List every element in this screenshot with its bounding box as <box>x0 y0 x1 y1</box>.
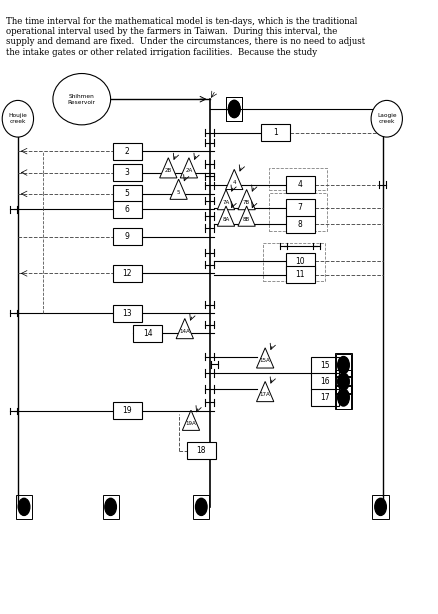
FancyBboxPatch shape <box>286 266 314 283</box>
Polygon shape <box>257 348 274 368</box>
Text: 8A: 8A <box>223 217 230 222</box>
FancyBboxPatch shape <box>311 389 339 406</box>
Text: 11: 11 <box>296 270 305 279</box>
Polygon shape <box>176 319 194 339</box>
Text: 7A: 7A <box>223 200 230 205</box>
FancyBboxPatch shape <box>113 305 141 322</box>
FancyBboxPatch shape <box>286 216 314 233</box>
Circle shape <box>375 499 386 515</box>
Text: 14A: 14A <box>180 329 190 334</box>
Circle shape <box>338 374 349 389</box>
Text: 17A: 17A <box>260 392 271 397</box>
Text: 12: 12 <box>122 269 132 278</box>
Text: Houjie
creek: Houjie creek <box>8 114 27 124</box>
Text: 8: 8 <box>298 220 303 229</box>
Text: 2A: 2A <box>185 168 193 173</box>
Circle shape <box>229 101 240 117</box>
FancyBboxPatch shape <box>311 373 339 390</box>
Text: 2B: 2B <box>165 168 172 173</box>
Circle shape <box>338 357 349 373</box>
Polygon shape <box>238 190 255 210</box>
FancyBboxPatch shape <box>286 252 314 270</box>
FancyBboxPatch shape <box>133 325 162 342</box>
Text: 5: 5 <box>125 190 130 198</box>
Text: 19: 19 <box>122 406 132 416</box>
Circle shape <box>105 499 117 515</box>
Text: 18: 18 <box>197 446 206 455</box>
Circle shape <box>18 499 30 515</box>
Text: 15: 15 <box>320 360 330 370</box>
Text: 10: 10 <box>295 257 305 266</box>
FancyBboxPatch shape <box>113 164 141 181</box>
Text: The time interval for the mathematical model is ten-days, which is the tradition: The time interval for the mathematical m… <box>6 17 365 57</box>
Text: 5: 5 <box>177 190 180 195</box>
Polygon shape <box>217 206 235 226</box>
Text: 9: 9 <box>125 232 130 241</box>
Text: 4: 4 <box>298 181 303 189</box>
Text: Laogie
creek: Laogie creek <box>377 114 396 124</box>
FancyBboxPatch shape <box>311 357 339 374</box>
Ellipse shape <box>371 101 403 137</box>
FancyBboxPatch shape <box>113 228 141 245</box>
Text: 4: 4 <box>233 180 236 185</box>
Text: 7B: 7B <box>243 200 250 205</box>
FancyBboxPatch shape <box>187 442 215 459</box>
Circle shape <box>338 389 349 405</box>
Text: Shihmen
Reservoir: Shihmen Reservoir <box>68 94 96 104</box>
FancyBboxPatch shape <box>261 124 290 141</box>
FancyBboxPatch shape <box>286 200 314 217</box>
FancyBboxPatch shape <box>286 176 314 193</box>
Text: 2: 2 <box>125 147 130 155</box>
Circle shape <box>195 499 207 515</box>
Polygon shape <box>257 381 274 402</box>
Circle shape <box>229 101 240 117</box>
Polygon shape <box>160 158 177 178</box>
Polygon shape <box>180 158 198 178</box>
Text: 13: 13 <box>122 309 132 317</box>
Text: 14: 14 <box>143 328 152 338</box>
Polygon shape <box>170 179 187 200</box>
Text: 1: 1 <box>273 128 278 138</box>
Text: 3: 3 <box>125 168 130 177</box>
Text: 6: 6 <box>125 204 130 214</box>
Circle shape <box>338 373 349 390</box>
Text: 15A: 15A <box>260 359 271 363</box>
Text: 7: 7 <box>298 203 303 212</box>
Polygon shape <box>238 206 255 226</box>
FancyBboxPatch shape <box>113 402 141 419</box>
Ellipse shape <box>2 101 34 137</box>
Polygon shape <box>226 169 243 190</box>
Text: 17: 17 <box>320 393 330 402</box>
Text: 8B: 8B <box>243 217 250 222</box>
Text: 16: 16 <box>320 377 330 386</box>
FancyBboxPatch shape <box>113 201 141 218</box>
Circle shape <box>338 357 349 374</box>
Polygon shape <box>217 190 235 210</box>
FancyBboxPatch shape <box>113 142 141 160</box>
Polygon shape <box>182 410 200 430</box>
FancyBboxPatch shape <box>113 265 141 282</box>
Text: 19A: 19A <box>186 421 196 426</box>
Ellipse shape <box>53 74 111 125</box>
Circle shape <box>338 389 349 406</box>
FancyBboxPatch shape <box>113 185 141 203</box>
